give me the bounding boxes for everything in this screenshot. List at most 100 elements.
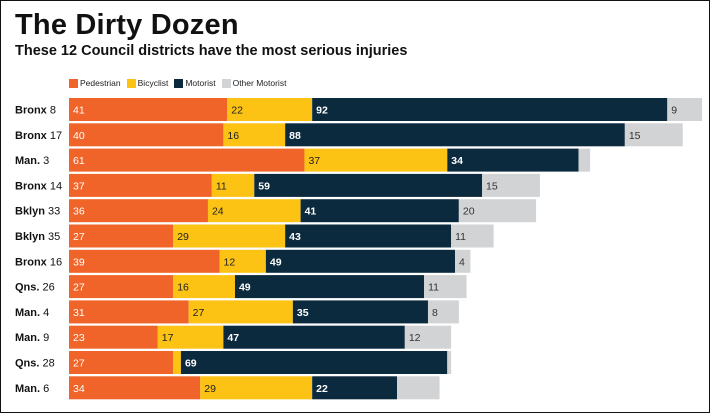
legend-label-motorist: Motorist xyxy=(185,78,216,88)
data-label-pedestrian: 41 xyxy=(73,105,85,117)
row-label-district: 3 xyxy=(40,155,49,167)
data-label-motorist: 47 xyxy=(227,332,239,344)
bar-segment-pedestrian xyxy=(69,300,189,324)
legend-label-bicyclist: Bicyclist xyxy=(137,78,169,88)
row-label-district: 4 xyxy=(40,307,49,319)
bar-segment-motorist xyxy=(312,98,668,121)
row-label-borough: Man. xyxy=(15,155,40,167)
bar-segment-bicyclist xyxy=(211,173,255,197)
row-label: Man. 3 xyxy=(15,155,49,167)
legend-item-pedestrian: Pedestrian xyxy=(69,78,121,88)
legend-label-pedestrian: Pedestrian xyxy=(80,78,121,88)
bar-segment-motorist xyxy=(292,300,428,324)
row-label: Qns. 28 xyxy=(15,358,55,370)
row-label-borough: Bronx xyxy=(15,180,48,192)
data-label-motorist: 49 xyxy=(239,282,251,294)
row-label-borough: Bklyn xyxy=(15,206,45,218)
row-label: Bronx 14 xyxy=(15,180,62,192)
data-label-bicyclist: 37 xyxy=(308,155,320,167)
data-label-bicyclist: 27 xyxy=(193,307,205,319)
data-label-other-motorist: 4 xyxy=(459,256,465,268)
row-label-borough: Man. xyxy=(15,307,40,319)
row-label-borough: Bklyn xyxy=(15,231,45,243)
bar-segment-motorist xyxy=(285,123,625,147)
data-label-bicyclist: 22 xyxy=(231,105,243,117)
bar-segment-bicyclist xyxy=(223,123,286,147)
bar-segment-motorist xyxy=(234,275,425,299)
row-label: Bronx 16 xyxy=(15,256,62,268)
legend-item-motorist: Motorist xyxy=(174,78,216,88)
data-label-bicyclist: 16 xyxy=(177,282,189,294)
bar-segment-pedestrian xyxy=(69,173,212,197)
row-label-district: 6 xyxy=(40,383,49,395)
bar-segment-motorist xyxy=(265,249,455,273)
data-label-other-motorist: 20 xyxy=(463,206,475,218)
data-label-motorist: 69 xyxy=(185,358,197,370)
data-label-pedestrian: 27 xyxy=(73,358,85,370)
data-label-motorist: 41 xyxy=(305,206,317,218)
row-label-borough: Bronx xyxy=(15,105,48,117)
bar-segment-bicyclist xyxy=(200,376,313,400)
row-label-district: 9 xyxy=(40,332,49,344)
bar-segment-bicyclist xyxy=(207,199,301,223)
bar-segment-bicyclist xyxy=(304,148,448,172)
row-label-borough: Man. xyxy=(15,332,40,344)
data-label-other-motorist: 15 xyxy=(629,130,641,142)
row-label-district: 14 xyxy=(47,180,62,192)
bar-segment-motorist xyxy=(300,199,459,223)
bar-segment-other-motorist xyxy=(458,199,537,223)
data-label-pedestrian: 37 xyxy=(73,180,85,192)
data-label-motorist: 92 xyxy=(316,105,328,117)
row-label: Man. 6 xyxy=(15,383,49,395)
row-label-district: 26 xyxy=(39,282,54,294)
row-label: Man. 9 xyxy=(15,332,49,344)
bar-segment-pedestrian xyxy=(69,325,158,349)
data-label-pedestrian: 34 xyxy=(73,383,85,395)
data-label-pedestrian: 39 xyxy=(73,256,85,268)
bar-segment-bicyclist xyxy=(227,98,313,121)
data-label-bicyclist: 24 xyxy=(212,206,224,218)
bar-segment-bicyclist xyxy=(173,351,181,374)
row-label: Bronx 17 xyxy=(15,130,62,142)
row-label-borough: Man. xyxy=(15,383,40,395)
legend-label-other-motorist: Other Motorist xyxy=(232,78,287,88)
row-label-district: 33 xyxy=(45,206,60,218)
row-label: Qns. 26 xyxy=(15,282,55,294)
bar-segment-other-motorist xyxy=(455,249,471,273)
data-label-motorist: 35 xyxy=(297,307,309,319)
bar-segment-motorist xyxy=(223,325,405,349)
data-label-motorist: 49 xyxy=(270,256,282,268)
bar-segment-bicyclist xyxy=(157,325,224,349)
bar-segment-other-motorist xyxy=(578,148,591,172)
legend: Pedestrian Bicyclist Motorist Other Moto… xyxy=(69,78,292,88)
data-label-pedestrian: 36 xyxy=(73,206,85,218)
data-label-motorist: 22 xyxy=(316,383,328,395)
row-label-district: 8 xyxy=(47,105,56,117)
bar-segment-bicyclist xyxy=(219,249,266,273)
bar-segment-other-motorist xyxy=(482,173,540,197)
bar-segment-bicyclist xyxy=(173,224,286,248)
bar-segment-bicyclist xyxy=(173,275,235,299)
data-label-motorist: 59 xyxy=(258,180,270,192)
bar-segment-pedestrian xyxy=(69,249,220,273)
row-label-borough: Bronx xyxy=(15,130,48,142)
data-label-other-motorist: 8 xyxy=(432,307,438,319)
data-label-motorist: 34 xyxy=(451,155,463,167)
bar-segment-pedestrian xyxy=(69,275,174,299)
legend-item-bicyclist: Bicyclist xyxy=(126,78,169,88)
data-label-pedestrian: 27 xyxy=(73,282,85,294)
bar-segment-other-motorist xyxy=(424,275,467,299)
data-label-other-motorist: 9 xyxy=(671,105,677,117)
legend-swatch-bicyclist xyxy=(126,78,136,88)
data-label-other-motorist: 11 xyxy=(455,231,466,243)
bar-segment-pedestrian xyxy=(69,376,201,400)
row-label-district: 16 xyxy=(47,256,62,268)
data-label-other-motorist: 12 xyxy=(409,332,421,344)
bar-segment-pedestrian xyxy=(69,351,174,374)
data-label-bicyclist: 12 xyxy=(224,256,236,268)
bar-segment-other-motorist xyxy=(667,98,703,121)
data-label-pedestrian: 27 xyxy=(73,231,85,243)
bar-segment-other-motorist xyxy=(451,224,494,248)
bar-segment-motorist xyxy=(254,173,483,197)
